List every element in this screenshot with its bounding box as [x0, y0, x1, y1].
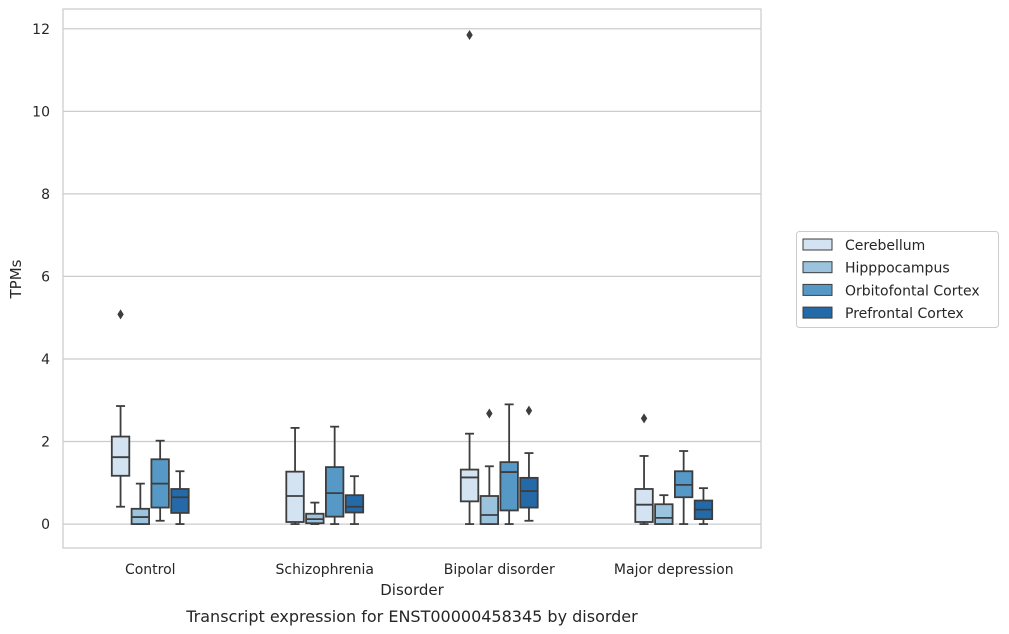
series-orbitofontal-cortex: [150, 403, 694, 525]
x-tick-label: Control: [125, 562, 176, 578]
box-group: [654, 494, 674, 525]
legend-frame: [796, 231, 999, 328]
box-iqr: [170, 488, 190, 514]
x-axis-title: Disorder: [380, 581, 444, 599]
y-tick-label: 2: [41, 435, 50, 451]
y-axis-title: TPMs: [7, 259, 25, 299]
x-tick-label: Major depression: [614, 562, 734, 578]
box-group: [324, 425, 345, 525]
outlier-marker: [486, 408, 493, 419]
box-group: [634, 413, 654, 525]
series-prefrontal-cortex: [170, 405, 714, 525]
series-hipppocampus: [130, 408, 674, 525]
y-tick-label: 12: [32, 22, 50, 38]
box-group: [305, 501, 325, 525]
legend-swatch: [802, 306, 833, 319]
box-group: [170, 470, 190, 525]
box-group: [150, 439, 170, 522]
chart-caption: Transcript expression for ENST0000045834…: [185, 607, 638, 626]
box-series-group: [110, 30, 714, 525]
box-group: [110, 309, 131, 508]
y-tick-label: 6: [41, 269, 50, 285]
y-tick-label: 8: [41, 187, 50, 203]
box-group: [479, 408, 500, 525]
outlier-marker: [117, 309, 124, 320]
box-group: [459, 30, 480, 525]
outlier-marker: [525, 405, 533, 416]
legend-swatch: [802, 283, 833, 296]
box-group: [693, 487, 714, 525]
box-group: [674, 450, 694, 525]
series-cerebellum: [110, 30, 654, 525]
x-tick-label: Schizophrenia: [276, 562, 374, 578]
box-group: [519, 405, 539, 522]
box-iqr: [344, 494, 365, 514]
y-tick-labels: 0 2 4 6 8 10 12: [32, 22, 50, 533]
legend-label: Hipppocampus: [845, 261, 950, 277]
legend: Cerebellum Hipppocampus Orbitofontal Corte…: [796, 231, 999, 328]
outlier-marker: [466, 30, 473, 41]
legend-swatch: [802, 238, 833, 251]
legend-label: Orbitofontal Cortex: [845, 283, 980, 299]
legend-swatch: [802, 261, 833, 274]
box-iqr: [479, 495, 500, 525]
y-tick-label: 0: [41, 517, 50, 533]
box-iqr: [499, 461, 519, 512]
box-iqr: [519, 476, 539, 509]
box-iqr: [459, 468, 480, 503]
plot-frame: [62, 8, 762, 549]
box-iqr: [110, 435, 131, 477]
box-group: [344, 475, 365, 525]
box-iqr: [654, 503, 674, 525]
box-group: [130, 482, 151, 525]
x-tick-label: Bipolar disorder: [444, 562, 555, 578]
y-tick-label: 10: [32, 104, 50, 120]
box-group: [499, 403, 519, 525]
box-group: [285, 427, 305, 525]
legend-label: Prefrontal Cortex: [845, 306, 964, 322]
legend-label: Cerebellum: [845, 238, 925, 254]
box-iqr: [324, 466, 345, 518]
outlier-marker: [640, 413, 648, 424]
x-tick-labels: Control Schizophrenia Bipolar disorder Majo…: [125, 562, 734, 578]
y-tick-label: 4: [41, 352, 50, 368]
